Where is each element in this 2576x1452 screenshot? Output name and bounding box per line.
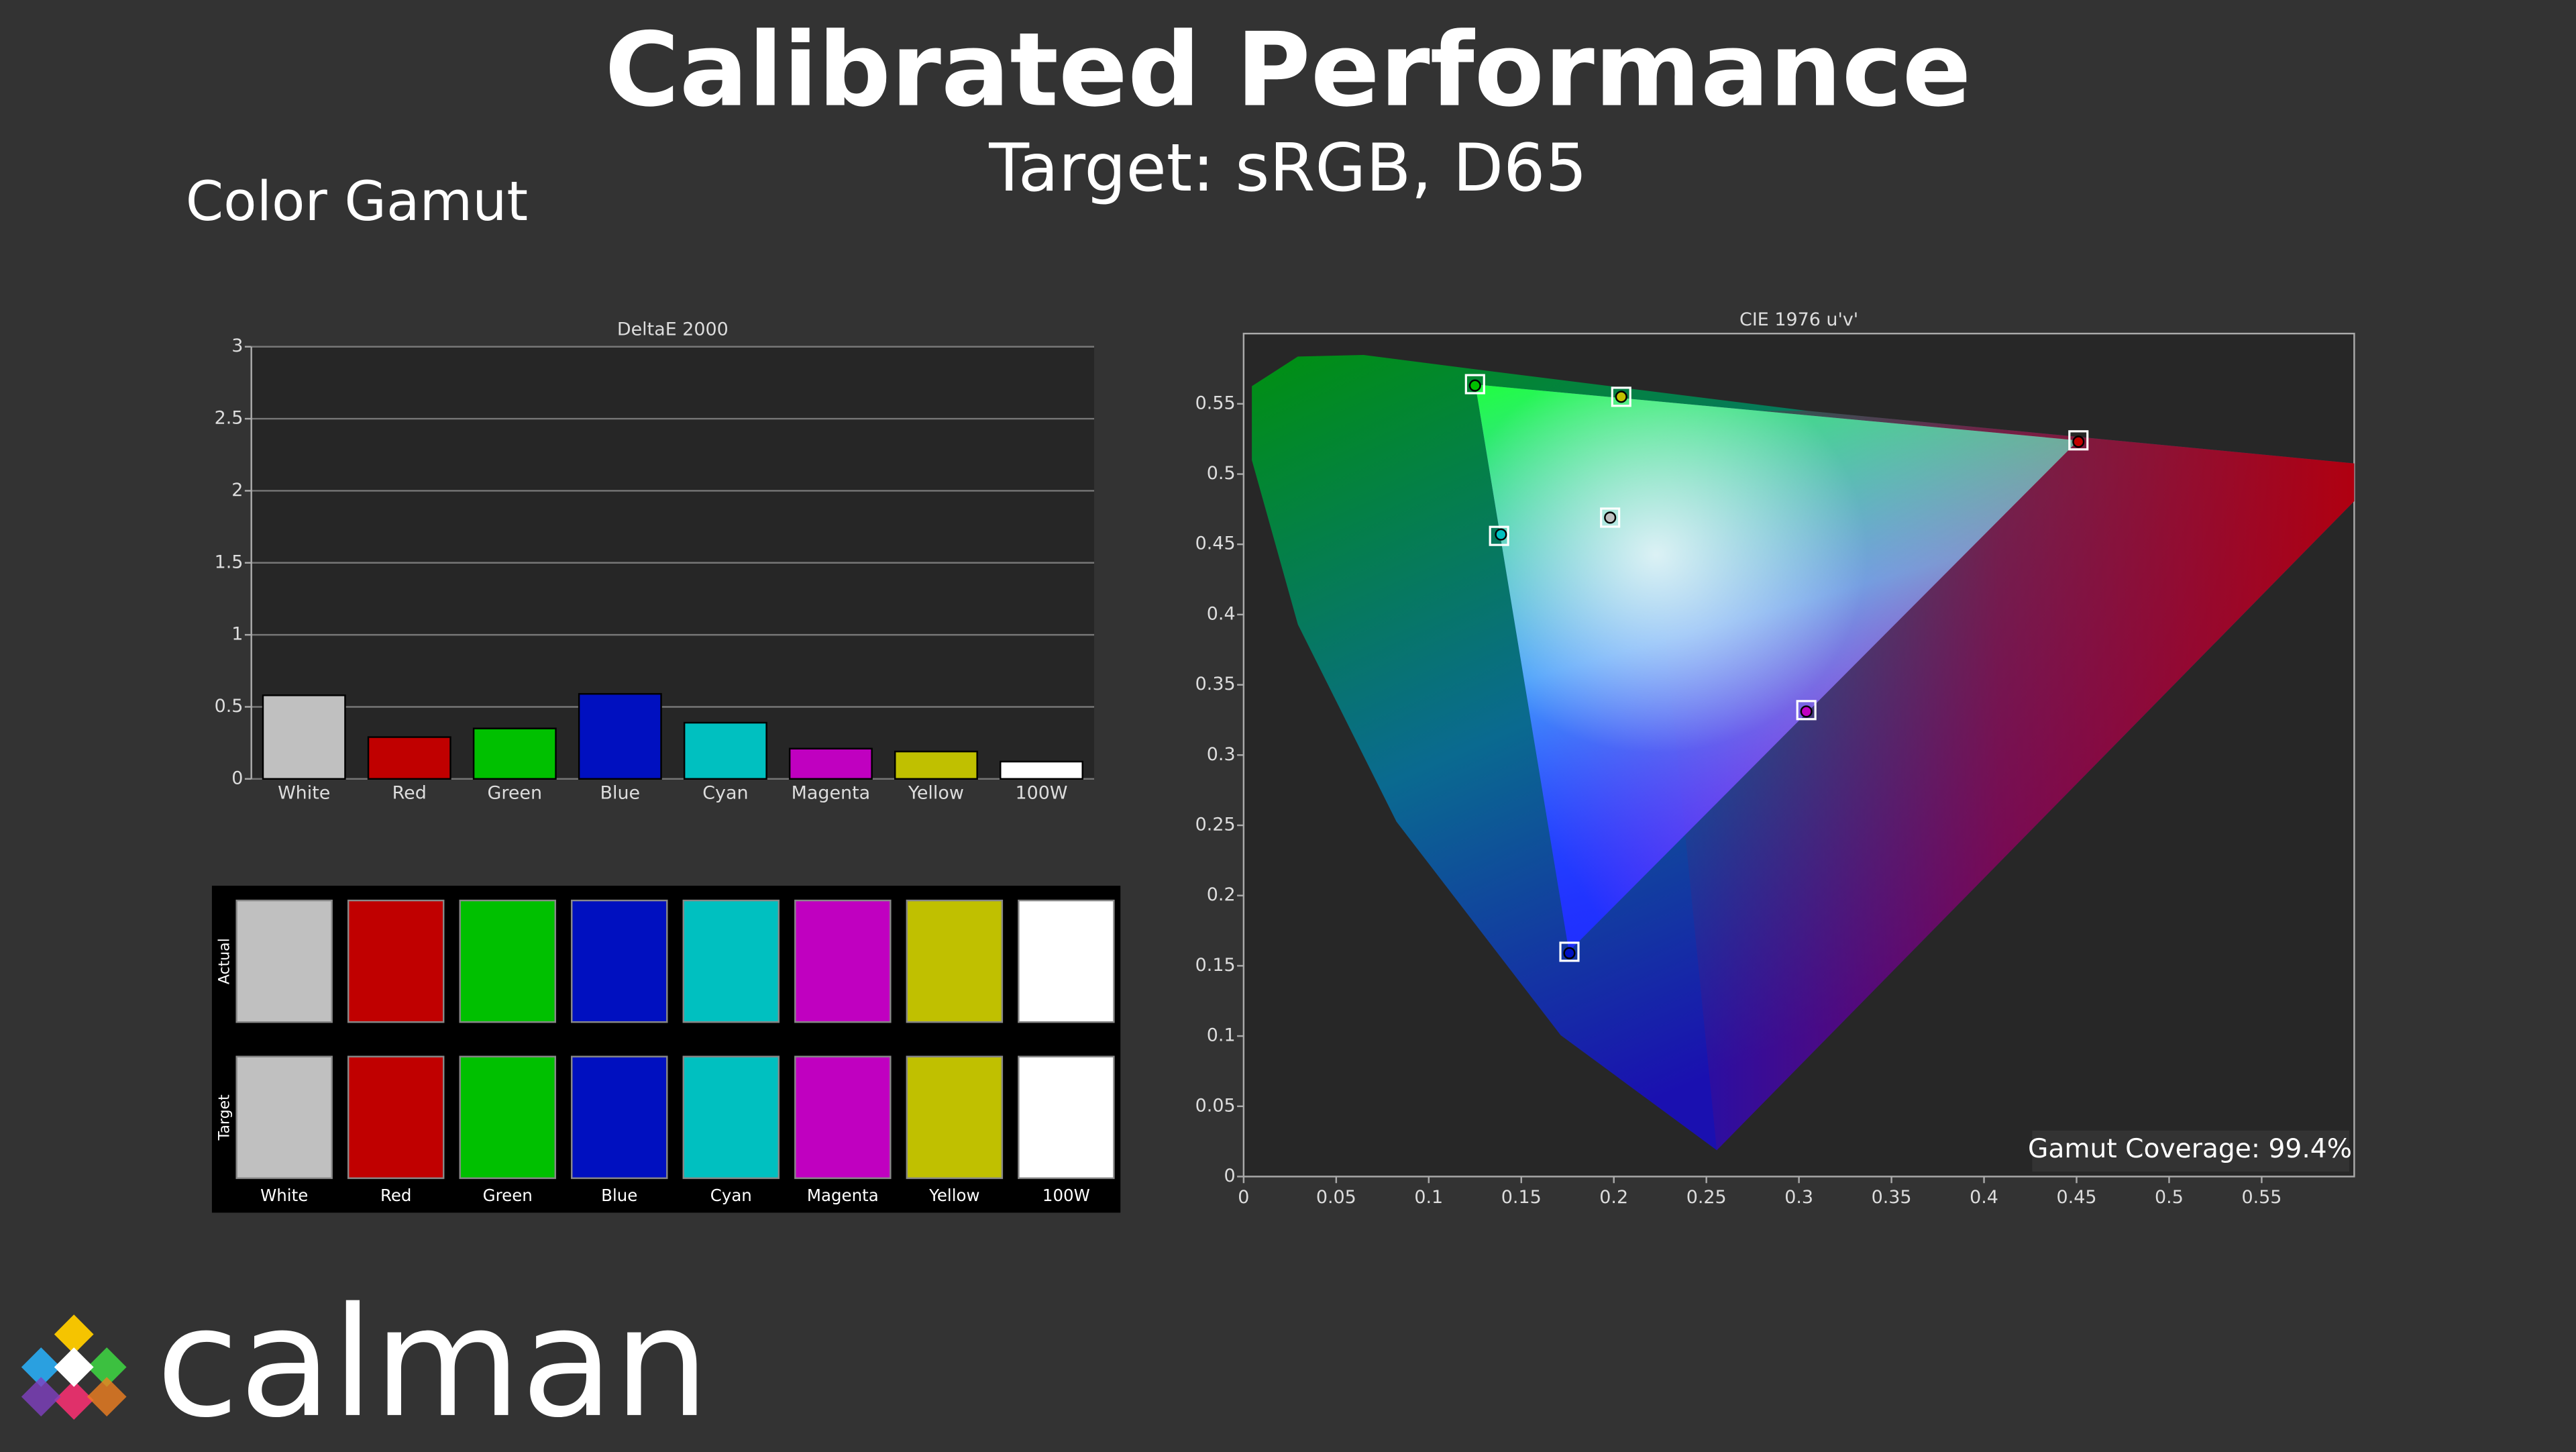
bar — [894, 750, 978, 780]
y-tick-label: 0.1 — [1207, 1025, 1236, 1046]
y-tick-label: 0.15 — [1195, 955, 1236, 976]
swatch-label: Red — [380, 1186, 412, 1205]
bar — [367, 736, 451, 780]
x-tick-label: 0.3 — [1784, 1187, 1813, 1208]
target-point — [1796, 700, 1817, 721]
y-tick-label: 1.5 — [215, 552, 244, 572]
swatch — [347, 899, 445, 1023]
y-tick-label: 2.5 — [215, 408, 244, 429]
swatch-label: 100W — [1042, 1186, 1090, 1205]
y-tick-label: 0 — [231, 768, 243, 788]
swatch-label: Green — [483, 1186, 533, 1205]
target-point — [2068, 430, 2089, 451]
actual-point — [2072, 435, 2085, 448]
swatch — [682, 899, 780, 1023]
actual-point — [1495, 528, 1507, 541]
swatch — [682, 1055, 780, 1180]
swatch — [906, 1055, 1004, 1180]
actual-point — [1615, 391, 1627, 403]
bar — [1000, 760, 1083, 780]
swatch-label: Blue — [601, 1186, 637, 1205]
x-tick-label: 0.5 — [2155, 1187, 2184, 1208]
y-tick-label: 0.35 — [1195, 674, 1236, 694]
actual-point — [1800, 705, 1813, 718]
x-tick-label: Magenta — [792, 782, 871, 803]
gamut-triangle-white — [1475, 384, 2078, 951]
swatch — [459, 899, 556, 1023]
actual-point — [1468, 379, 1481, 392]
y-tick-label: 1 — [231, 624, 243, 645]
x-tick-label: 0.35 — [1872, 1187, 1912, 1208]
swatch — [347, 1055, 445, 1180]
swatch-label: Magenta — [807, 1186, 879, 1205]
swatch — [459, 1055, 556, 1180]
x-tick-label: Red — [392, 782, 427, 803]
bar — [683, 721, 767, 780]
swatch-label: White — [260, 1186, 308, 1205]
swatch — [571, 899, 668, 1023]
x-tick-label: 100W — [1015, 782, 1067, 803]
actual-point — [1563, 947, 1576, 960]
swatch — [794, 1055, 892, 1180]
y-tick-label: 0 — [1224, 1165, 1235, 1186]
row-label: Actual — [217, 938, 233, 984]
swatch — [1018, 1055, 1115, 1180]
bar — [578, 692, 662, 780]
x-tick-label: 0.1 — [1414, 1187, 1443, 1208]
swatch — [794, 899, 892, 1023]
subtitle: Target: sRGB, D65 — [988, 130, 1587, 207]
bar — [472, 727, 557, 780]
title: Calibrated Performance — [604, 11, 1971, 129]
x-tick-label: 0.4 — [1970, 1187, 1998, 1208]
x-tick-label: 0.05 — [1316, 1187, 1356, 1208]
chart-title: DeltaE 2000 — [617, 319, 729, 340]
x-tick-label: Cyan — [702, 782, 748, 803]
bar — [788, 747, 873, 780]
swatch — [571, 1055, 668, 1180]
swatch — [1018, 899, 1115, 1023]
y-tick-label: 0.3 — [1207, 744, 1236, 765]
swatch-label: Cyan — [710, 1186, 752, 1205]
coverage-label: Gamut Coverage: 99.4% — [2028, 1134, 2352, 1164]
x-tick-label: Blue — [600, 782, 641, 803]
swatch — [235, 1055, 333, 1180]
target-point — [1489, 525, 1509, 546]
target-point — [1600, 507, 1621, 528]
y-tick-label: 0.2 — [1207, 884, 1236, 905]
logo-icon — [21, 1314, 127, 1420]
coverage-box — [2032, 1130, 2350, 1172]
y-tick-label: 0.05 — [1195, 1095, 1236, 1116]
x-tick-label: 0 — [1238, 1187, 1249, 1208]
target-point — [1464, 374, 1485, 395]
y-tick-label: 0.5 — [1207, 463, 1236, 484]
y-tick-label: 3 — [231, 335, 243, 356]
bar — [262, 694, 346, 780]
swatch-label: Yellow — [928, 1186, 979, 1205]
x-tick-label: 0.55 — [2241, 1187, 2282, 1208]
y-tick-label: 0.55 — [1195, 393, 1236, 413]
row-label: Target — [217, 1094, 233, 1141]
y-tick-label: 0.4 — [1207, 603, 1236, 624]
x-tick-label: White — [278, 782, 330, 803]
y-tick-label: 0.45 — [1195, 533, 1236, 554]
x-tick-label: 0.45 — [2057, 1187, 2097, 1208]
x-tick-label: Green — [488, 782, 543, 803]
x-tick-label: Yellow — [908, 782, 964, 803]
logo-text: calman — [156, 1276, 710, 1449]
target-point — [1559, 941, 1580, 962]
x-tick-label: 0.2 — [1599, 1187, 1628, 1208]
y-tick-label: 2 — [231, 480, 243, 501]
section-label: Color Gamut — [186, 170, 528, 234]
y-tick-label: 0.5 — [215, 696, 244, 717]
chart-title: CIE 1976 u'v' — [1739, 309, 1858, 330]
x-tick-label: 0.15 — [1501, 1187, 1542, 1208]
x-tick-label: 0.25 — [1686, 1187, 1727, 1208]
swatch — [906, 899, 1004, 1023]
swatch — [235, 899, 333, 1023]
actual-point — [1604, 511, 1617, 524]
y-tick-label: 0.25 — [1195, 815, 1236, 835]
target-point — [1611, 386, 1631, 407]
